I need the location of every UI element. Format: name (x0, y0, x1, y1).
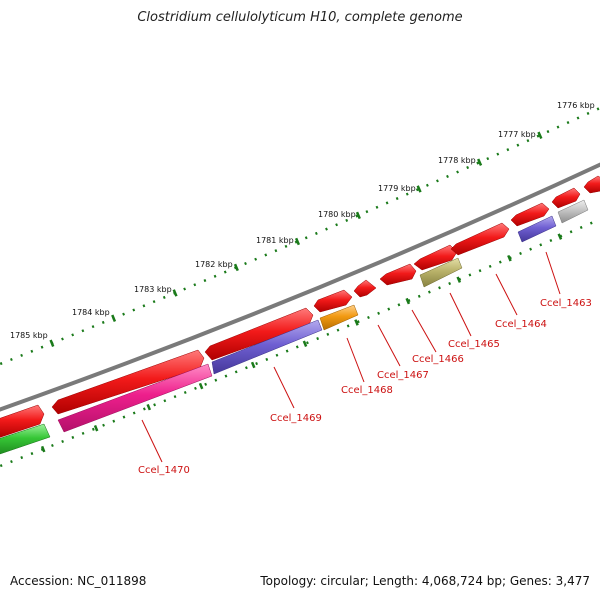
gene-label[interactable]: Ccel_1463 (540, 298, 592, 309)
tick-mark (40, 445, 46, 453)
gene-arrow[interactable] (313, 289, 353, 313)
ruler-label: 1784 kbp (72, 308, 110, 317)
leader-line (411, 309, 437, 353)
tick-mark (355, 211, 361, 220)
ruler-label: 1776 kbp (557, 101, 595, 110)
tick-mark (146, 403, 152, 411)
gene-arrow[interactable] (211, 319, 323, 375)
ruler-label: 1780 kbp (318, 210, 356, 219)
gene-arrow[interactable] (517, 215, 557, 243)
genome-info-text: Topology: circular; Length: 4,068,724 bp… (260, 574, 590, 588)
gene-label[interactable]: Ccel_1465 (448, 339, 500, 350)
tick-mark (405, 297, 411, 305)
inner-major-ticks (40, 233, 563, 453)
tick-mark (111, 314, 117, 322)
reverse-strand-genes (0, 199, 589, 455)
leader-line (495, 273, 518, 316)
ruler-label: 1785 kbp (10, 331, 48, 340)
tick-mark (250, 361, 256, 369)
ruler-label: 1779 kbp (378, 184, 416, 193)
gene-label[interactable]: Ccel_1470 (138, 465, 190, 476)
leader-line (449, 292, 472, 337)
ruler-label: 1782 kbp (195, 260, 233, 269)
gene-arrow[interactable] (0, 404, 45, 438)
leader-line (346, 337, 365, 383)
gene-label[interactable]: Ccel_1467 (377, 370, 429, 381)
gene-arrow[interactable] (583, 175, 600, 194)
tick-mark (557, 233, 563, 240)
gene-arrow[interactable] (551, 187, 581, 209)
tick-mark (233, 263, 239, 272)
ruler-label: 1781 kbp (256, 236, 294, 245)
leader-line (545, 251, 561, 295)
tick-mark (537, 131, 543, 139)
tick-mark (456, 276, 462, 283)
gene-arrow[interactable] (353, 279, 377, 298)
gene-label[interactable]: Ccel_1466 (412, 354, 464, 365)
tick-mark (302, 340, 308, 347)
tick-mark (294, 237, 301, 246)
gene-arrow[interactable] (0, 423, 51, 455)
gene-arrow[interactable] (419, 257, 463, 288)
tick-mark (477, 158, 483, 166)
inner-track (0, 217, 600, 468)
gene-label[interactable]: Ccel_1468 (341, 385, 393, 396)
gene-arrow[interactable] (450, 222, 510, 256)
gene-labels: Ccel_1463 Ccel_1464 Ccel_1465 Ccel_1466 … (138, 298, 592, 476)
gene-arrow[interactable] (510, 202, 550, 227)
gene-label[interactable]: Ccel_1469 (270, 413, 322, 424)
tick-mark (93, 424, 99, 432)
tick-mark (354, 319, 359, 326)
tick-mark (416, 185, 422, 193)
tick-mark (49, 339, 55, 347)
tick-mark (198, 382, 204, 390)
ruler-label: 1783 kbp (134, 285, 172, 294)
genome-backbone (0, 162, 600, 412)
leader-line (141, 419, 163, 463)
gene-arrow[interactable] (319, 304, 359, 331)
tick-mark (172, 289, 178, 297)
map-title: Clostridium cellulolyticum H10, complete… (137, 10, 463, 25)
gene-arrow[interactable] (57, 363, 213, 433)
ruler-major-ticks (49, 131, 543, 347)
gene-label[interactable]: Ccel_1464 (495, 319, 547, 330)
ruler-label: 1777 kbp (498, 130, 536, 139)
gene-arrow[interactable] (557, 199, 589, 224)
gene-arrow[interactable] (379, 263, 417, 286)
tick-mark (507, 254, 512, 262)
accession-text: Accession: NC_011898 (10, 574, 147, 588)
gene-label-leaders (141, 251, 561, 463)
gene-arrow[interactable] (413, 244, 458, 271)
leader-line (273, 366, 295, 409)
leader-line (377, 324, 401, 367)
ruler-labels: 1776 kbp 1777 kbp 1778 kbp 1779 kbp 1780… (10, 101, 595, 340)
ruler-label: 1778 kbp (438, 156, 476, 165)
forward-strand-genes (0, 175, 600, 438)
